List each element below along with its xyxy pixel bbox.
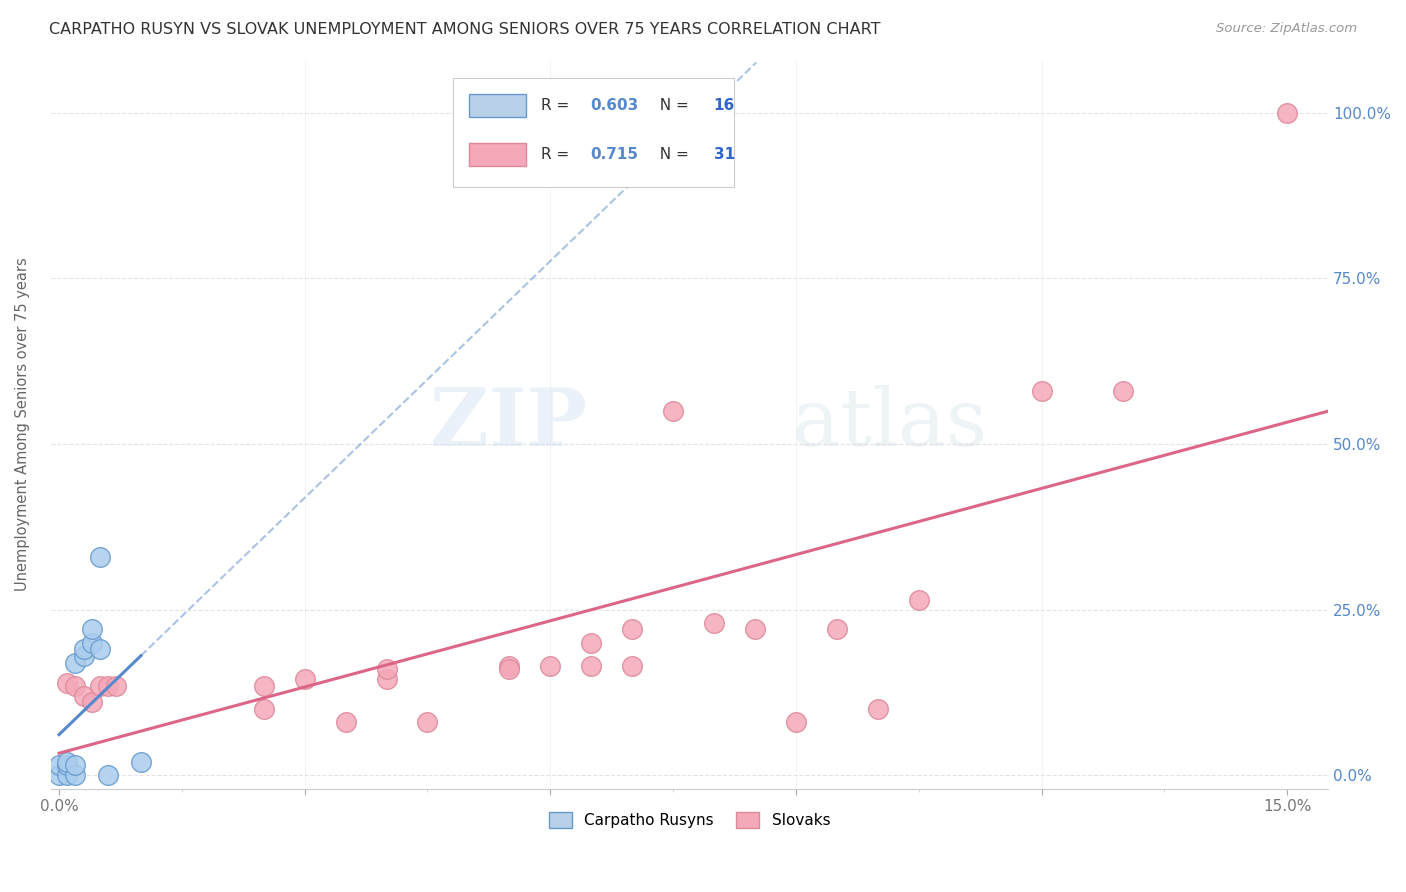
Text: 16: 16	[714, 98, 735, 113]
Point	[785, 715, 807, 730]
Point	[65, 679, 87, 693]
Text: Source: ZipAtlas.com: Source: ZipAtlas.com	[1216, 22, 1357, 36]
Point	[48, 768, 70, 782]
Point	[65, 768, 87, 782]
Point	[335, 715, 357, 730]
Y-axis label: Unemployment Among Seniors over 75 years: Unemployment Among Seniors over 75 years	[15, 257, 30, 591]
Point	[498, 659, 520, 673]
Point	[56, 755, 79, 769]
Point	[907, 592, 929, 607]
Point	[1031, 384, 1053, 398]
Text: ZIP: ZIP	[430, 385, 588, 463]
Point	[581, 659, 603, 673]
Point	[89, 549, 111, 564]
Point	[621, 623, 644, 637]
Point	[1277, 105, 1299, 120]
Point	[65, 656, 87, 670]
Point	[581, 636, 603, 650]
Point	[80, 636, 103, 650]
Point	[97, 768, 120, 782]
Point	[744, 623, 766, 637]
Text: 0.603: 0.603	[591, 98, 638, 113]
Point	[72, 648, 94, 663]
Point	[253, 679, 276, 693]
Point	[253, 702, 276, 716]
Point	[80, 695, 103, 709]
Point	[538, 659, 561, 673]
Point	[105, 679, 128, 693]
Point	[703, 615, 725, 630]
Text: N =: N =	[650, 147, 693, 161]
Text: 0.715: 0.715	[591, 147, 638, 161]
FancyBboxPatch shape	[453, 78, 734, 187]
Point	[48, 758, 70, 772]
Point	[89, 642, 111, 657]
Point	[825, 623, 848, 637]
Point	[56, 675, 79, 690]
Point	[621, 659, 644, 673]
Point	[72, 689, 94, 703]
Point	[129, 755, 152, 769]
Point	[1112, 384, 1135, 398]
FancyBboxPatch shape	[468, 94, 526, 117]
Text: N =: N =	[650, 98, 693, 113]
Point	[375, 662, 398, 676]
Point	[56, 758, 79, 772]
Text: R =: R =	[541, 147, 575, 161]
Point	[89, 679, 111, 693]
Text: CARPATHO RUSYN VS SLOVAK UNEMPLOYMENT AMONG SENIORS OVER 75 YEARS CORRELATION CH: CARPATHO RUSYN VS SLOVAK UNEMPLOYMENT AM…	[49, 22, 880, 37]
FancyBboxPatch shape	[468, 143, 526, 166]
Point	[375, 672, 398, 686]
Text: R =: R =	[541, 98, 575, 113]
Legend: Carpatho Rusyns, Slovaks: Carpatho Rusyns, Slovaks	[541, 805, 838, 836]
Point	[80, 623, 103, 637]
Point	[416, 715, 439, 730]
Text: atlas: atlas	[792, 385, 987, 463]
Point	[294, 672, 316, 686]
Point	[866, 702, 889, 716]
Point	[97, 679, 120, 693]
Point	[498, 662, 520, 676]
Point	[662, 404, 685, 418]
Point	[56, 768, 79, 782]
Point	[72, 642, 94, 657]
Point	[65, 758, 87, 772]
Text: 31: 31	[714, 147, 735, 161]
